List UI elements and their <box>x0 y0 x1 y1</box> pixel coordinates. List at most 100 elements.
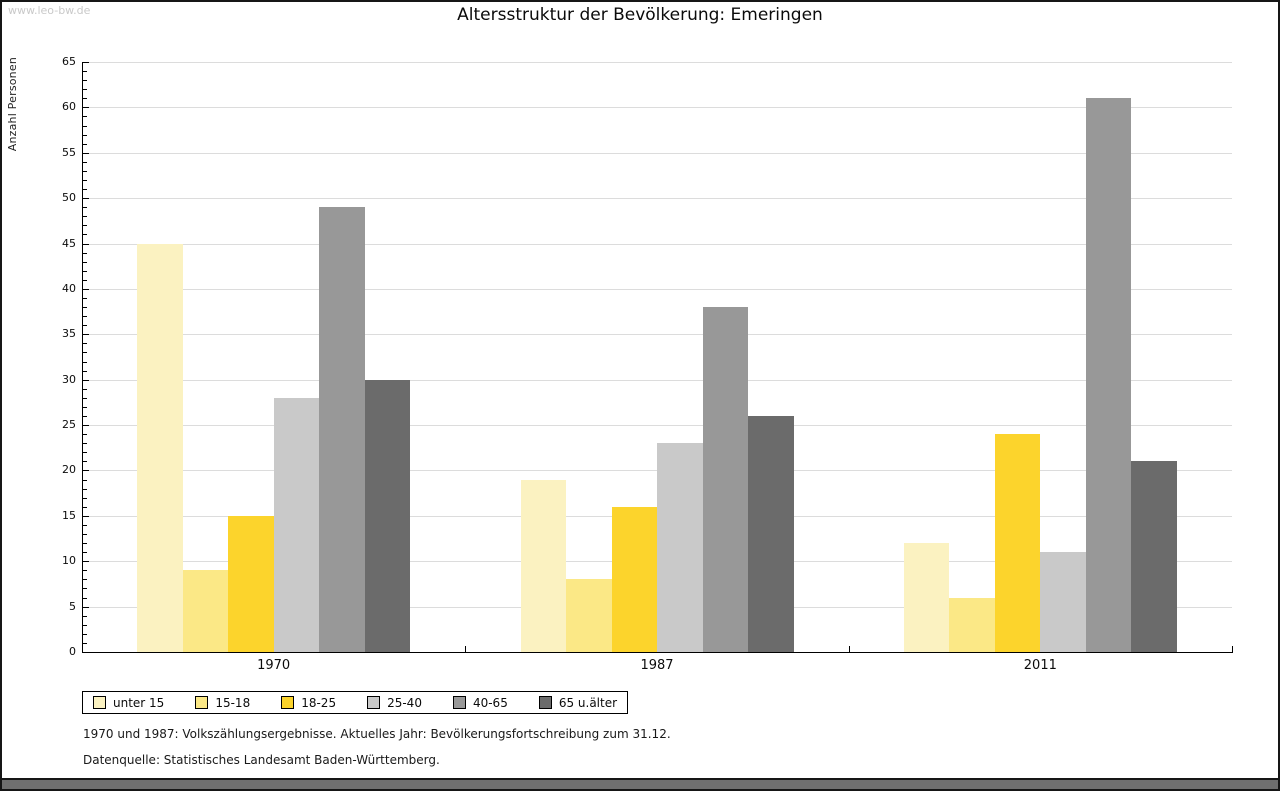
bar-2011-18-25 <box>994 434 1041 652</box>
y-axis-minor-tick <box>83 397 87 399</box>
y-axis-minor-tick <box>83 71 87 73</box>
y-axis-tick <box>83 561 89 563</box>
y-axis-minor-tick <box>83 325 87 327</box>
y-axis-minor-tick <box>83 570 87 572</box>
bar-1970-65-u-älter <box>364 379 411 652</box>
x-axis-tick <box>848 646 850 652</box>
y-axis-tick <box>83 334 89 336</box>
footnote-line-2: Datenquelle: Statistisches Landesamt Bad… <box>83 753 440 767</box>
y-axis-minor-tick <box>83 434 87 436</box>
bar-2011-unter-15 <box>903 543 950 652</box>
y-axis-minor-tick <box>83 279 87 281</box>
bar-1970-25-40 <box>273 397 320 652</box>
y-axis-tick-label: 55 <box>62 145 76 159</box>
y-axis-minor-tick <box>83 134 87 136</box>
y-axis-minor-tick <box>83 89 87 91</box>
y-axis-minor-tick <box>83 261 87 263</box>
legend: unter 15 15-18 18-25 25-40 40-65 65 u.äl… <box>82 691 629 714</box>
bar-1987-65-u-älter <box>748 416 794 652</box>
y-axis-tick-label: 10 <box>62 554 76 568</box>
y-axis-minor-tick <box>83 180 87 181</box>
y-axis-tick-label: 5 <box>69 599 76 613</box>
x-axis-tick <box>465 646 467 652</box>
gridline <box>83 379 1232 381</box>
y-axis-minor-tick <box>83 506 87 508</box>
y-axis-tick-label: 30 <box>62 372 76 386</box>
y-axis-tick <box>83 470 89 472</box>
y-axis-minor-tick <box>83 80 87 82</box>
y-axis-tick-label: 60 <box>62 100 76 114</box>
y-axis-minor-tick <box>83 207 87 209</box>
y-axis-minor-tick <box>83 116 87 118</box>
y-axis-minor-tick <box>83 252 87 254</box>
y-axis-minor-tick <box>83 461 87 463</box>
gridline <box>83 107 1232 109</box>
y-axis-minor-tick <box>83 443 87 445</box>
x-axis-tick <box>1232 646 1233 652</box>
bar-1970-15-18 <box>182 570 229 652</box>
legend-item: unter 15 <box>93 696 164 710</box>
y-axis-tick-label: 15 <box>62 508 76 522</box>
y-axis-minor-tick <box>83 624 87 626</box>
gridline <box>83 198 1232 200</box>
y-axis-minor-tick <box>83 143 87 145</box>
y-axis-tick <box>83 243 89 245</box>
legend-swatch-unter-15 <box>93 696 106 709</box>
gridline <box>83 334 1232 336</box>
y-axis-tick-label: 20 <box>62 463 76 477</box>
y-axis-tick <box>83 425 89 427</box>
legend-item: 40-65 <box>452 695 508 710</box>
legend-swatch-25-40 <box>367 696 381 709</box>
y-axis-minor-tick <box>83 479 87 481</box>
bar-1987-15-18 <box>566 579 612 652</box>
x-axis-line <box>82 652 1233 653</box>
y-axis-tick-label: 35 <box>62 327 76 341</box>
y-axis-tick-label: 65 <box>62 55 76 68</box>
y-axis-minor-tick <box>83 225 87 227</box>
y-axis-tick <box>83 62 89 63</box>
legend-label: 65 u.älter <box>558 695 618 710</box>
y-axis-minor-tick <box>83 552 87 554</box>
legend-label: 40-65 <box>472 695 508 710</box>
y-axis-minor-tick <box>83 316 87 318</box>
y-axis-minor-tick <box>83 234 87 236</box>
x-axis-category-label: 2011 <box>1023 658 1057 673</box>
y-axis-tick <box>83 107 89 109</box>
bar-1970-40-65 <box>319 207 365 652</box>
y-axis-minor-tick <box>83 543 87 545</box>
legend-label: unter 15 <box>113 695 165 710</box>
y-axis-minor-tick <box>83 343 87 345</box>
y-axis-tick-label: 25 <box>62 418 76 432</box>
legend-item: 65 u.älter <box>538 695 618 710</box>
y-axis-minor-tick <box>83 615 87 617</box>
bar-2011-15-18 <box>949 597 995 652</box>
y-axis-minor-tick <box>83 170 87 172</box>
y-axis-minor-tick <box>83 189 87 191</box>
y-axis-minor-tick <box>83 161 87 163</box>
y-axis-minor-tick <box>83 488 87 490</box>
y-axis-minor-tick <box>83 370 87 372</box>
y-axis-minor-tick <box>83 361 87 363</box>
y-axis-tick <box>83 379 89 381</box>
footnote-line-1: 1970 und 1987: Volkszählungsergebnisse. … <box>83 727 671 741</box>
y-axis-minor-tick <box>83 125 87 127</box>
y-axis-minor-tick <box>83 388 87 390</box>
y-axis-minor-tick <box>83 98 87 100</box>
legend-swatch-15-18 <box>195 696 209 709</box>
bar-1987-40-65 <box>702 307 748 652</box>
legend-swatch-65-und-aelter <box>538 696 552 709</box>
y-axis-minor-tick <box>83 633 87 635</box>
y-axis-minor-tick <box>83 307 87 309</box>
gridline <box>83 425 1232 427</box>
chart-title: Altersstruktur der Bevölkerung: Emeringe… <box>457 5 823 25</box>
y-axis-tick-label: 45 <box>62 236 76 250</box>
gridline <box>83 62 1232 63</box>
y-axis-tick-label: 50 <box>62 191 76 205</box>
legend-label: 18-25 <box>301 695 337 710</box>
x-axis-category-label: 1987 <box>640 658 674 673</box>
y-axis-minor-tick <box>83 579 87 581</box>
y-axis-minor-tick <box>83 597 87 599</box>
bar-2011-40-65 <box>1085 98 1132 652</box>
